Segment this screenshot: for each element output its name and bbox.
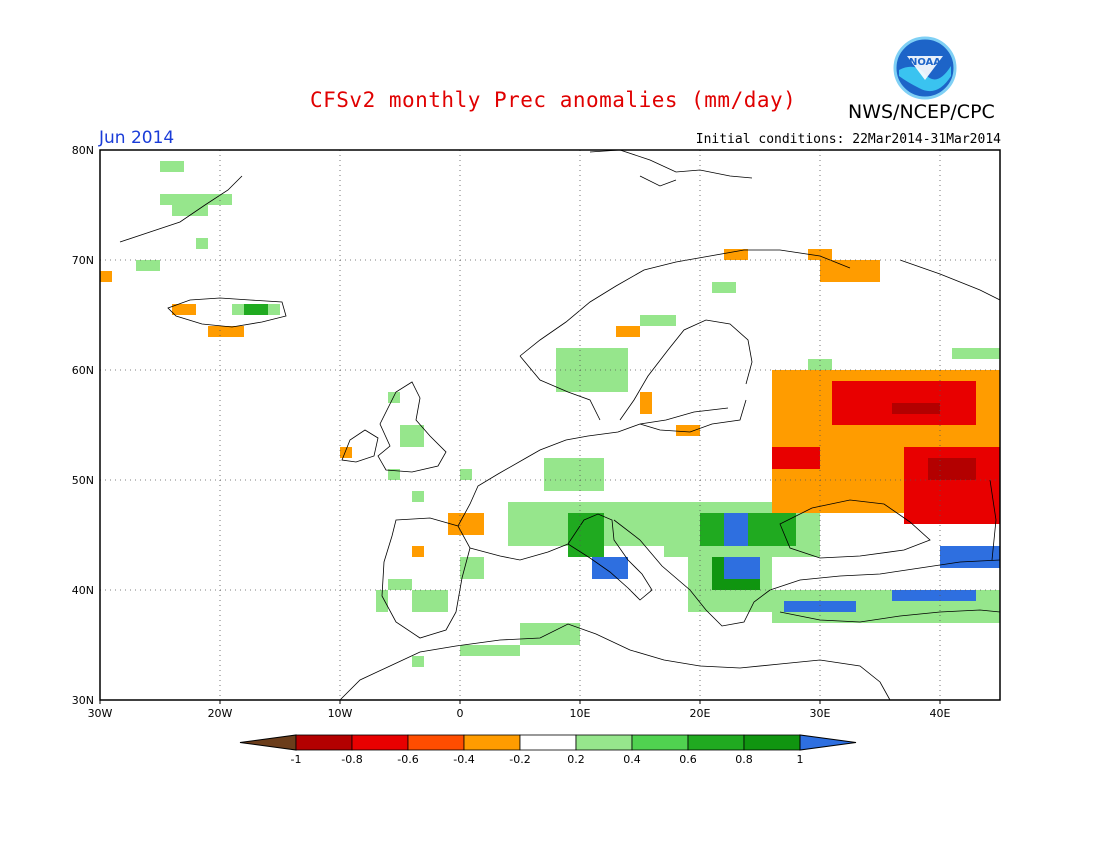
lat-tick-label: 70N [72,254,94,267]
color-legend: -1 -0.8 -0.6 -0.4 -0.2 0.2 0.4 0.6 0.8 1 [239,734,857,766]
anomaly-cell [892,403,940,414]
anomaly-cell [448,513,484,535]
lon-tick-label: 10E [570,707,591,720]
legend-label: -0.4 [453,753,474,766]
anomaly-cell [412,491,424,502]
anomaly-cell [340,447,352,458]
anomaly-cell [640,315,676,326]
legend-swatch [407,734,465,751]
map-frame [99,149,1001,701]
anomaly-cell [712,282,736,293]
chart-title: CFSv2 monthly Prec anomalies (mm/day) [310,88,797,112]
anomaly-cell [412,590,448,612]
logo-text: NOAA [909,57,941,68]
lon-tick-label: 30E [810,707,831,720]
legend-arrow-left [239,734,297,751]
lat-tick-label: 50N [72,474,94,487]
anomaly-cell [568,513,604,557]
anomaly-cell [172,304,196,315]
legend-swatch [687,734,745,751]
anomaly-cell [388,579,412,590]
legend-arrow-right [799,734,857,751]
lat-tick-label: 60N [72,364,94,377]
lon-tick-label: 10W [328,707,353,720]
legend-label: -1 [291,753,302,766]
anomaly-cell [172,205,208,216]
anomaly-cell [556,348,628,392]
coastlines [119,149,1001,701]
initial-conditions: Initial conditions: 22Mar2014-31Mar2014 [695,132,1001,147]
legend-swatch [575,734,633,751]
lat-tick-label: 30N [72,694,94,707]
anomaly-cell [784,601,856,612]
anomaly-cell [808,249,832,260]
anomaly-cell [520,623,580,645]
legend-swatch [295,734,353,751]
anomaly-cell [928,458,976,480]
anomaly-cell [952,348,1000,359]
lon-tick-label: 20E [690,707,711,720]
legend-swatch [743,734,801,751]
anomaly-cell [400,425,424,447]
legend-label: -0.8 [341,753,362,766]
anomaly-cell [724,557,760,579]
anomaly-cell [616,326,640,337]
legend-label: 0.4 [623,753,641,766]
anomaly-cell [136,260,160,271]
anomaly-cell [412,656,424,667]
legend-label: 0.2 [567,753,585,766]
anomaly-cell [820,260,880,282]
lon-tick-label: 0 [457,707,464,720]
anomaly-cell [460,469,472,480]
anomaly-cell [208,326,244,337]
legend-swatch [519,734,577,751]
anomaly-cells [100,161,1000,667]
anomaly-cell [388,469,400,480]
anomaly-cell [892,590,976,601]
anomaly-cell [100,271,112,282]
lon-tick-label: 40E [930,707,951,720]
agency-label: NWS/NCEP/CPC [848,101,995,123]
anomaly-cell [376,590,388,612]
anomaly-cell [160,161,184,172]
anomaly-cell [244,304,268,315]
legend-label: 1 [797,753,804,766]
lat-tick-label: 80N [72,144,94,157]
anomaly-cell [808,359,832,370]
anomaly-cell [388,392,400,403]
legend-label: 0.6 [679,753,697,766]
anomaly-cell [640,392,652,414]
anomaly-cell [160,194,232,205]
anomaly-cell [412,546,424,557]
legend-label: -0.2 [509,753,530,766]
anomaly-cell [544,458,604,491]
anomaly-cell [940,546,1000,568]
legend-label: -0.6 [397,753,418,766]
lat-tick-label: 40N [72,584,94,597]
anomaly-cell [196,238,208,249]
legend-swatch [631,734,689,751]
lon-tick-label: 20W [208,707,233,720]
anomaly-cell [460,557,484,579]
anomaly-cell [724,513,748,546]
anomaly-cell [772,447,820,469]
legend-label: 0.8 [735,753,753,766]
forecast-month: Jun 2014 [99,128,175,148]
anomaly-cell [676,425,700,436]
anomaly-cell [592,557,628,579]
legend-swatch [351,734,409,751]
graticule [100,150,1000,700]
lon-tick-label: 30W [88,707,113,720]
anomaly-cell [460,645,520,656]
axis-labels: 30W 20W 10W 0 10E 20E 30E 40E 30N 40N 50N 60N 70N 80N [72,144,951,720]
noaa-logo-icon: NOAA [893,36,957,100]
legend-swatch [463,734,521,751]
anomaly-cell [724,249,748,260]
